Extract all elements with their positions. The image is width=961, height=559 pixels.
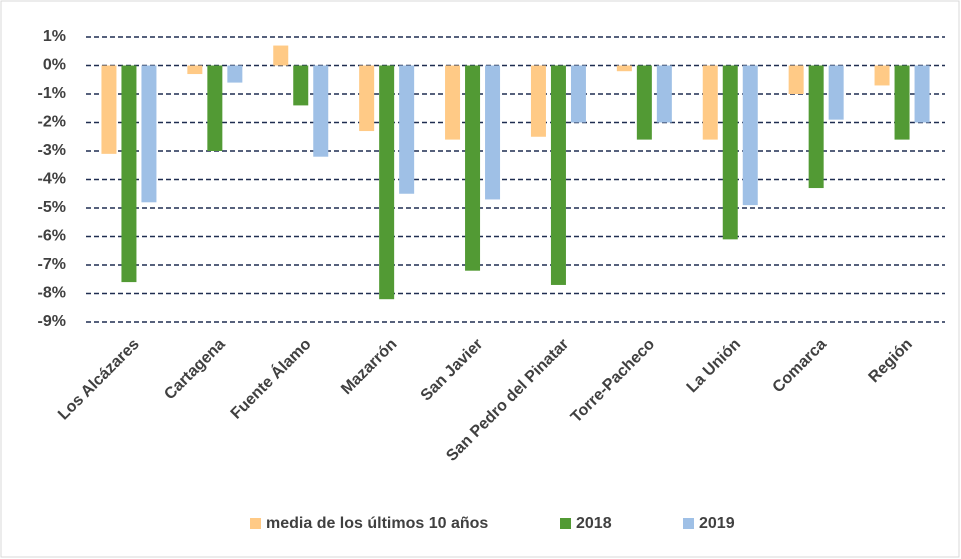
bar [293, 65, 309, 106]
bar [227, 65, 243, 83]
y-tick-label: -6% [38, 228, 66, 245]
bar [359, 65, 375, 132]
bar [874, 65, 890, 86]
y-tick-label: -3% [38, 142, 66, 159]
bar [399, 65, 415, 194]
legend-label: 2018 [576, 515, 612, 532]
bar [828, 65, 844, 120]
bar [273, 45, 289, 66]
y-tick-label: -8% [38, 285, 66, 302]
bar [207, 65, 223, 151]
y-tick-label: 0% [43, 57, 66, 74]
bar [187, 65, 203, 75]
bar [808, 65, 824, 189]
bar [722, 65, 738, 240]
y-tick-label: 1% [43, 28, 66, 45]
bar [313, 65, 329, 157]
bar [530, 65, 546, 137]
bar [914, 65, 930, 123]
bar [570, 65, 586, 123]
y-tick-label: -4% [38, 171, 66, 188]
y-tick-label: -2% [38, 114, 66, 131]
bar [485, 65, 501, 200]
legend-swatch [250, 518, 261, 529]
y-tick-label: -7% [38, 256, 66, 273]
bar [702, 65, 718, 140]
legend-label: media de los últimos 10 años [266, 515, 488, 532]
bar [742, 65, 758, 206]
y-tick-label: -9% [38, 313, 66, 330]
bar [636, 65, 652, 140]
bar [141, 65, 157, 203]
bar [656, 65, 672, 123]
bar [101, 65, 117, 154]
bar [550, 65, 566, 285]
legend-swatch [683, 518, 694, 529]
bar [379, 65, 395, 300]
bar [121, 65, 137, 283]
legend-swatch [560, 518, 571, 529]
y-tick-label: -1% [38, 85, 66, 102]
bar [465, 65, 481, 271]
y-tick-label: -5% [38, 199, 66, 216]
legend-label: 2019 [699, 515, 735, 532]
bar [788, 65, 804, 94]
bar [616, 65, 632, 72]
bar [894, 65, 910, 140]
bar [445, 65, 461, 140]
